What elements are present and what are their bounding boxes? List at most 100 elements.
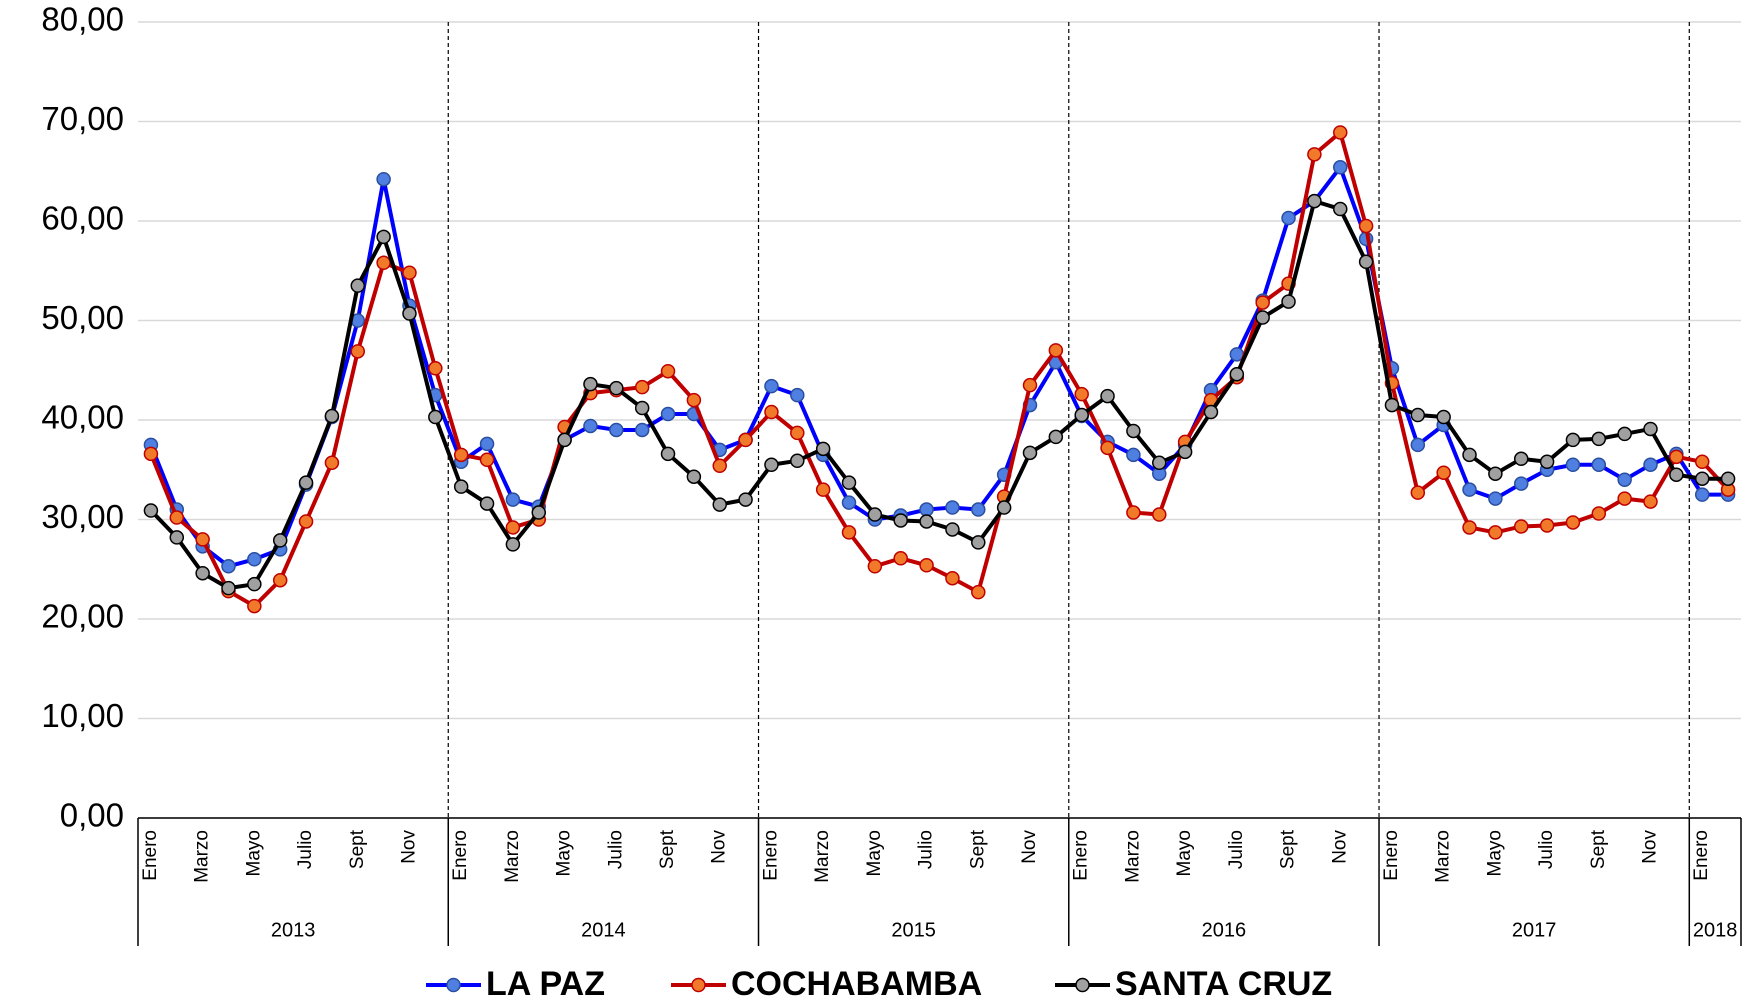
data-point bbox=[764, 378, 779, 394]
data-point bbox=[712, 458, 727, 474]
data-point bbox=[790, 387, 805, 403]
data-point bbox=[1177, 444, 1193, 460]
data-point bbox=[143, 446, 159, 462]
x-tick-label: Marzo bbox=[192, 830, 213, 883]
data-point bbox=[298, 514, 314, 529]
data-point bbox=[1539, 518, 1555, 533]
series-line bbox=[149, 165, 1729, 569]
data-point bbox=[195, 532, 210, 547]
y-tick-label: 30,00 bbox=[41, 498, 124, 535]
data-point bbox=[324, 408, 340, 424]
x-tick-label: Sept bbox=[657, 829, 678, 869]
x-tick-label: Enero bbox=[1071, 830, 1092, 881]
x-tick-label: Sept bbox=[1278, 829, 1299, 869]
data-point bbox=[505, 537, 521, 552]
data-point bbox=[531, 505, 546, 520]
data-point bbox=[169, 510, 185, 525]
data-point bbox=[1591, 431, 1607, 447]
data-point bbox=[1591, 457, 1607, 473]
data-point bbox=[634, 400, 650, 416]
data-point bbox=[1203, 404, 1219, 420]
data-point bbox=[1410, 407, 1426, 423]
y-tick-label: 50,00 bbox=[41, 299, 124, 336]
data-point bbox=[1074, 407, 1089, 423]
data-point bbox=[169, 530, 185, 545]
y-tick-label: 80,00 bbox=[41, 1, 124, 38]
data-point bbox=[1513, 519, 1529, 534]
data-point bbox=[1669, 467, 1684, 482]
data-point bbox=[1048, 343, 1064, 358]
x-tick-label: Julio bbox=[1226, 830, 1247, 869]
data-point bbox=[583, 376, 598, 392]
group-label: 2016 bbox=[1202, 919, 1247, 941]
x-tick-label: Enero bbox=[760, 830, 781, 881]
x-tick-label: Marzo bbox=[1433, 830, 1454, 883]
data-point bbox=[479, 452, 495, 468]
data-point bbox=[143, 503, 159, 518]
data-point bbox=[815, 441, 831, 457]
data-point bbox=[402, 306, 417, 321]
data-point bbox=[738, 492, 753, 507]
data-point bbox=[893, 513, 908, 528]
x-tick-label: Nov bbox=[398, 830, 419, 864]
group-label: 2017 bbox=[1512, 919, 1557, 941]
data-point bbox=[609, 380, 624, 396]
data-point bbox=[1410, 437, 1426, 453]
data-point bbox=[1152, 507, 1167, 522]
x-tick-label: Nov bbox=[709, 830, 730, 864]
data-point bbox=[324, 455, 340, 471]
x-tick-label: Sept bbox=[1588, 829, 1609, 869]
data-point bbox=[428, 361, 443, 376]
y-tick-label: 60,00 bbox=[41, 200, 124, 237]
x-tick-label: Mayo bbox=[243, 830, 264, 876]
data-point bbox=[1462, 520, 1477, 535]
data-point bbox=[1436, 465, 1451, 480]
data-point bbox=[1048, 429, 1064, 445]
data-point bbox=[660, 406, 676, 422]
data-point bbox=[1384, 397, 1400, 413]
data-point bbox=[1513, 476, 1529, 491]
data-point bbox=[764, 404, 779, 420]
data-point bbox=[583, 418, 598, 434]
data-point bbox=[1643, 494, 1658, 509]
data-point bbox=[971, 535, 986, 550]
data-point bbox=[247, 598, 262, 614]
data-point bbox=[945, 500, 960, 515]
data-point bbox=[195, 565, 210, 581]
data-point bbox=[350, 278, 366, 293]
data-point bbox=[1281, 294, 1296, 309]
data-point bbox=[1539, 454, 1555, 470]
data-point bbox=[996, 500, 1012, 515]
data-point bbox=[247, 552, 262, 567]
data-point bbox=[1643, 421, 1658, 437]
data-point bbox=[376, 171, 391, 187]
legend-label: COCHABAMBA bbox=[731, 965, 982, 1001]
data-point bbox=[1255, 310, 1270, 325]
data-point bbox=[1022, 377, 1038, 393]
x-tick-label: Julio bbox=[605, 830, 626, 869]
data-point bbox=[272, 572, 288, 588]
x-tick-label: Nov bbox=[1329, 830, 1350, 864]
data-point bbox=[634, 379, 650, 395]
data-point bbox=[790, 453, 805, 469]
data-point bbox=[1410, 485, 1426, 500]
data-point bbox=[1307, 147, 1322, 162]
data-point bbox=[1591, 506, 1607, 521]
data-point bbox=[1022, 445, 1038, 461]
data-point bbox=[867, 507, 883, 522]
data-point bbox=[1720, 471, 1736, 486]
data-point bbox=[1126, 447, 1141, 463]
data-point bbox=[790, 425, 805, 441]
data-point bbox=[660, 363, 676, 379]
data-point bbox=[841, 525, 857, 540]
data-point bbox=[479, 496, 495, 511]
data-point bbox=[428, 409, 443, 425]
x-tick-label: Enero bbox=[450, 830, 471, 881]
x-tick-label: Marzo bbox=[812, 830, 833, 883]
x-tick-label: Enero bbox=[1381, 830, 1402, 881]
data-point bbox=[1488, 525, 1503, 540]
data-point bbox=[1694, 487, 1710, 502]
x-tick-label: Mayo bbox=[864, 830, 885, 876]
y-tick-label: 40,00 bbox=[41, 399, 124, 436]
